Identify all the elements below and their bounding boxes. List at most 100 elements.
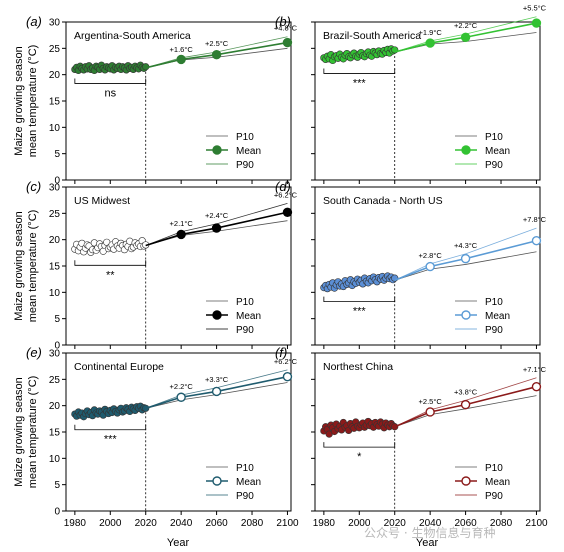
mean-line: [394, 22, 537, 53]
y-tick-label: 30: [49, 18, 61, 29]
p90-line: [145, 369, 288, 409]
x-tick-label: 2100: [276, 518, 299, 529]
chart-panel: 0 5 10 15 20 25 30 (c) US Midwest ** +2.1°C +2.4°C +…: [26, 179, 298, 352]
chart-panel: 0 5 10 15 20 25 30 1980 2000 2020 2040 2060 2080 2100…: [26, 345, 299, 529]
mean-point: [211, 49, 222, 60]
y-axis-label-line1: Maize growing season: [13, 377, 25, 486]
mean-point: [176, 392, 186, 402]
panel-title: US Midwest: [74, 195, 130, 207]
warming-annotation: +2.8°C: [419, 251, 443, 260]
legend-mean-label: Mean: [236, 146, 261, 157]
legend-p10-label: P10: [485, 297, 503, 308]
mean-point: [531, 236, 542, 246]
y-axis-label: Maize growing season mean temperature (°C…: [13, 376, 39, 489]
p90-line: [394, 16, 537, 53]
mean-point: [282, 37, 293, 48]
significance-label: ***: [104, 434, 118, 446]
mean-point: [460, 399, 471, 410]
x-tick-label: 2060: [205, 518, 228, 529]
panel-title: Northest China: [323, 361, 393, 373]
legend-mean-label: Mean: [485, 311, 510, 322]
y-tick-label: 0: [54, 176, 60, 187]
warming-annotation: +2.1°C: [170, 219, 194, 228]
legend-p90-label: P90: [485, 160, 503, 171]
warming-annotation: +2.5°C: [205, 39, 229, 48]
significance-label: ***: [353, 77, 367, 89]
y-tick-label: 25: [49, 44, 61, 55]
p90-line: [394, 377, 537, 428]
watermark-text: 公众号 · 生物信息与育种: [364, 526, 496, 540]
panel-letter: (a): [26, 14, 42, 29]
legend-p10-label: P10: [485, 463, 503, 474]
x-tick-label: 2000: [99, 518, 122, 529]
chart-panel: (d) South Canada - North US *** +2.8°C +4.3°…: [275, 179, 547, 349]
warming-annotation: +2.2°C: [170, 382, 194, 391]
significance-label: ***: [353, 306, 367, 318]
legend-mean-label: Mean: [485, 146, 510, 157]
chart-panel: 1980 2000 2020 2040 2060 2080 2100 (f) Northest …: [275, 345, 548, 529]
warming-annotation: +5.5°C: [523, 4, 547, 13]
y-axis-label-line1: Maize growing season: [13, 211, 25, 320]
warming-annotation: +4.3°C: [454, 241, 478, 250]
mean-point: [282, 207, 293, 217]
warming-annotation: +3.3°C: [205, 375, 229, 384]
panel-title: South Canada - North US: [323, 195, 443, 207]
legend-mean-marker: [461, 145, 471, 155]
mean-point: [211, 386, 222, 397]
warming-annotation: +4.8°C: [274, 24, 298, 33]
x-tick-label: 1980: [64, 518, 87, 529]
mean-point: [425, 407, 435, 417]
historical-point: [391, 274, 399, 282]
significance-bracket: [74, 78, 147, 84]
legend-mean-label: Mean: [485, 477, 510, 488]
p90-line: [145, 202, 288, 246]
panel-title: Argentina-South America: [74, 30, 191, 42]
mean-line: [394, 239, 537, 281]
legend-mean-marker: [212, 310, 222, 320]
significance-bracket: [323, 68, 396, 74]
x-tick-label: 2080: [241, 518, 264, 529]
chart-panel: (b) Brazil-South America *** +1.9°C +2.2°C +5…: [275, 4, 547, 184]
legend-mean-marker: [212, 145, 222, 155]
legend-mean-label: Mean: [236, 477, 261, 488]
significance-label: *: [357, 451, 362, 463]
x-tick-label: 2020: [384, 518, 407, 529]
mean-line: [145, 375, 288, 410]
significance-bracket: [74, 424, 147, 431]
y-tick-label: 30: [49, 349, 61, 360]
mean-point: [176, 54, 186, 65]
y-tick-label: 20: [49, 70, 61, 81]
legend-mean-marker: [212, 476, 222, 486]
y-tick-label: 5: [54, 480, 60, 491]
p10-line: [394, 251, 537, 281]
y-tick-label: 20: [49, 235, 61, 246]
x-tick-label: 2020: [135, 518, 158, 529]
p10-line: [145, 382, 288, 409]
legend-p10-label: P10: [236, 463, 254, 474]
y-axis-label-line1: Maize growing season: [13, 46, 25, 155]
y-tick-label: 15: [49, 97, 61, 108]
mean-point: [176, 229, 186, 240]
y-tick-label: 5: [54, 149, 60, 160]
legend-mean-marker: [461, 310, 471, 320]
y-axis-label-line2: mean temperature (°C): [27, 376, 39, 489]
panel-letter: (f): [275, 345, 287, 360]
y-axis-label-line2: mean temperature (°C): [27, 45, 39, 158]
significance-bracket: [323, 442, 396, 448]
legend-p90-label: P90: [236, 325, 254, 336]
y-tick-label: 5: [54, 314, 60, 325]
x-tick-label: 2000: [348, 518, 371, 529]
x-tick-label: 2080: [490, 518, 513, 529]
mean-point: [460, 253, 471, 264]
warming-annotation: +6.2°C: [274, 190, 298, 199]
warming-annotation: +2.4°C: [205, 211, 229, 220]
mean-line: [145, 41, 288, 69]
panel-letter: (c): [26, 179, 41, 194]
y-tick-label: 10: [49, 288, 61, 299]
y-tick-label: 0: [54, 507, 60, 518]
legend-mean-marker: [461, 476, 471, 486]
warming-annotation: +2.5°C: [419, 397, 443, 406]
mean-point: [460, 32, 471, 42]
legend-p10-label: P10: [236, 132, 254, 143]
